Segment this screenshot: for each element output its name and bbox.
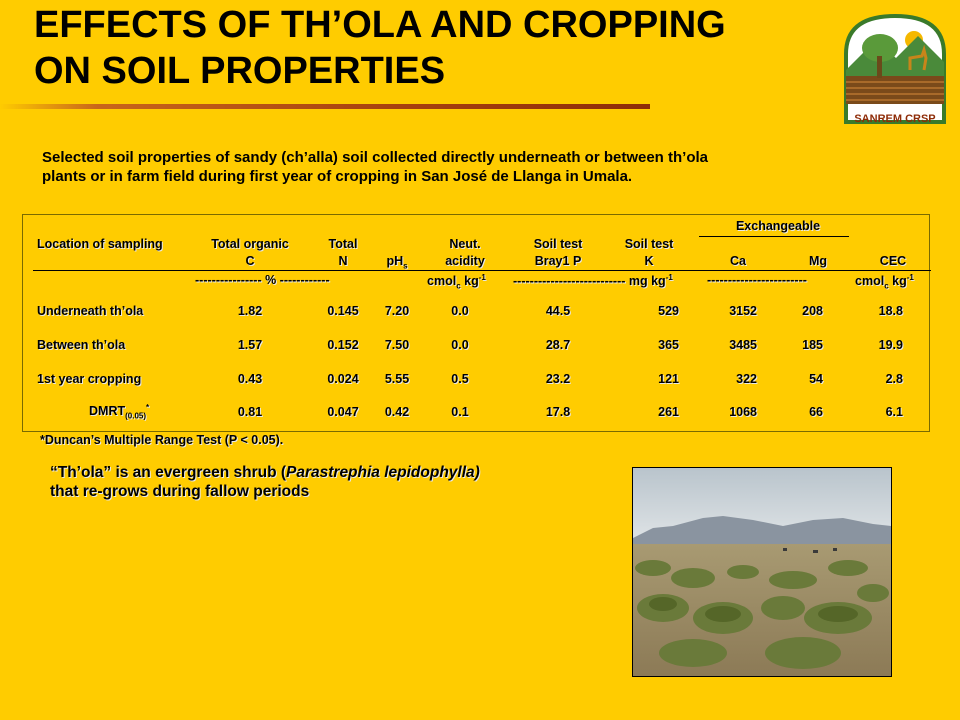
col-header-tn-1: Total — [313, 237, 373, 251]
col-header-acid-1: Neut. — [425, 237, 505, 251]
row-1-tn: 0.145 — [313, 304, 373, 318]
caption-line-1: Selected soil properties of sandy (ch’al… — [42, 148, 922, 167]
col-header-k-1: Soil test — [609, 237, 689, 251]
row-2-tn: 0.152 — [313, 338, 373, 352]
dmrt-p: 17.8 — [528, 405, 588, 419]
row-3-acid: 0.5 — [435, 372, 485, 386]
col-header-toc-1: Total organic — [195, 237, 305, 251]
row-2-toc: 1.57 — [223, 338, 277, 352]
dmrt-ph: 0.42 — [375, 405, 419, 419]
tholaa-note: “Th’ola” is an evergreen shrub (Parastre… — [50, 463, 610, 501]
col-header-ph: pHs — [375, 254, 419, 271]
col-header-k-2: K — [609, 254, 689, 268]
row-1-cec: 18.8 — [853, 304, 903, 318]
col-header-p-1: Soil test — [513, 237, 603, 251]
dmrt-tn: 0.047 — [313, 405, 373, 419]
note-line-2: that re-grows during fallow periods — [50, 482, 610, 501]
col-header-toc-2: C — [195, 254, 305, 268]
soil-properties-table: Exchangeable Location of sampling Total … — [22, 214, 930, 432]
dmrt-ca: 1068 — [703, 405, 757, 419]
dmrt-acid: 0.1 — [435, 405, 485, 419]
row-2-ca: 3485 — [703, 338, 757, 352]
row-3-p: 23.2 — [528, 372, 588, 386]
row-2-acid: 0.0 — [435, 338, 485, 352]
row-3-k: 121 — [609, 372, 679, 386]
col-header-cec: CEC — [863, 254, 923, 268]
units-percent: ---------------- % ------------ — [195, 273, 330, 287]
footnote: *Duncan’s Multiple Range Test (P < 0.05)… — [40, 433, 283, 447]
col-header-ca: Ca — [713, 254, 763, 268]
exchangeable-header: Exchangeable — [703, 219, 853, 233]
row-3-ca: 322 — [703, 372, 757, 386]
row-3-location: 1st year cropping — [37, 372, 141, 386]
units-mg-kg: --------------------------- mg kg-1 — [513, 273, 673, 288]
note-line-1: “Th’ola” is an evergreen shrub (Parastre… — [50, 463, 610, 482]
sanrem-logo: SANREM CRSP — [836, 10, 954, 128]
row-1-toc: 1.82 — [223, 304, 277, 318]
row-2-p: 28.7 — [528, 338, 588, 352]
row-3-cec: 2.8 — [853, 372, 903, 386]
row-3-tn: 0.024 — [313, 372, 373, 386]
row-1-acid: 0.0 — [435, 304, 485, 318]
col-header-mg: Mg — [793, 254, 843, 268]
row-1-ph: 7.20 — [375, 304, 419, 318]
dmrt-label: DMRT(0.05)* — [89, 403, 149, 421]
units-cmol-2: cmolc kg-1 — [855, 273, 914, 291]
row-3-mg: 54 — [773, 372, 823, 386]
row-3-toc: 0.43 — [223, 372, 277, 386]
header-rule — [33, 270, 931, 271]
row-2-ph: 7.50 — [375, 338, 419, 352]
dmrt-cec: 6.1 — [853, 405, 903, 419]
exchangeable-rule — [699, 236, 849, 237]
col-header-tn-2: N — [313, 254, 373, 268]
row-3-ph: 5.55 — [375, 372, 419, 386]
dmrt-k: 261 — [609, 405, 679, 419]
col-header-acid-2: acidity — [425, 254, 505, 268]
row-1-p: 44.5 — [528, 304, 588, 318]
title-line-1: EFFECTS OF TH’OLA AND CROPPING — [34, 2, 834, 48]
dmrt-toc: 0.81 — [223, 405, 277, 419]
row-1-mg: 208 — [773, 304, 823, 318]
caption-line-2: plants or in farm field during first yea… — [42, 167, 922, 186]
title-underline — [0, 104, 650, 109]
page-title: EFFECTS OF TH’OLA AND CROPPING ON SOIL P… — [34, 2, 834, 94]
row-2-k: 365 — [609, 338, 679, 352]
row-2-mg: 185 — [773, 338, 823, 352]
col-header-location: Location of sampling — [37, 237, 163, 251]
row-1-k: 529 — [609, 304, 679, 318]
table-caption: Selected soil properties of sandy (ch’al… — [42, 148, 922, 186]
units-cmol-1: cmolc kg-1 — [427, 273, 486, 291]
dmrt-mg: 66 — [773, 405, 823, 419]
thola-landscape-photo — [632, 467, 892, 677]
title-line-2: ON SOIL PROPERTIES — [34, 48, 834, 94]
units-dashes: ------------------------ — [707, 273, 807, 287]
logo-text: SANREM CRSP — [854, 113, 935, 125]
row-2-cec: 19.9 — [853, 338, 903, 352]
row-1-ca: 3152 — [703, 304, 757, 318]
row-2-location: Between th’ola — [37, 338, 125, 352]
row-1-location: Underneath th’ola — [37, 304, 143, 318]
col-header-p-2: Bray1 P — [513, 254, 603, 268]
